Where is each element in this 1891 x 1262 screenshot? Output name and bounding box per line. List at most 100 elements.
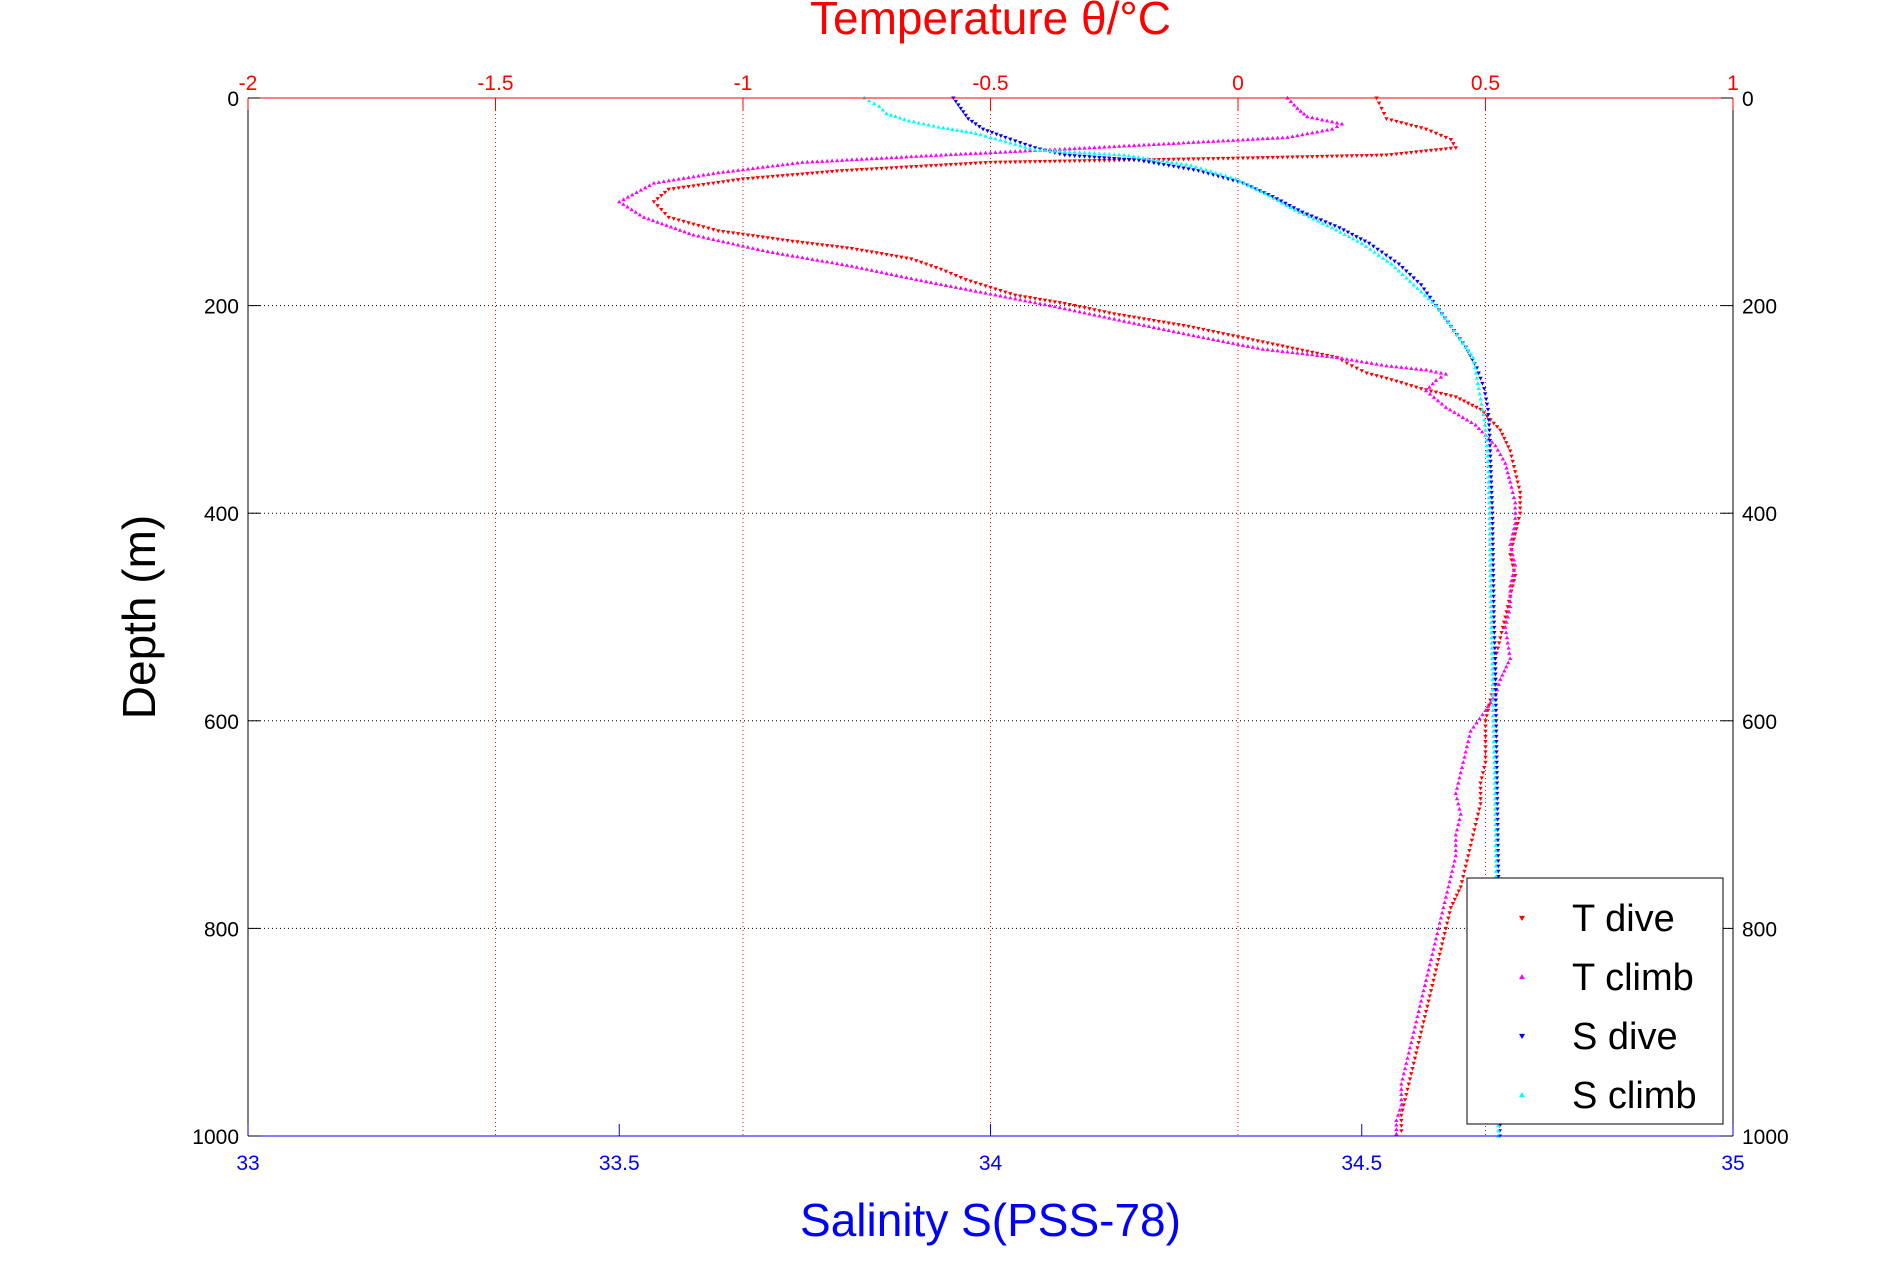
data-point xyxy=(1439,910,1445,915)
data-point xyxy=(1384,363,1389,368)
data-point xyxy=(1448,394,1454,398)
data-point xyxy=(795,172,800,177)
data-point xyxy=(1489,496,1495,500)
data-point xyxy=(1334,120,1340,125)
data-point xyxy=(1490,697,1496,702)
data-point xyxy=(1511,568,1517,572)
data-point xyxy=(1513,511,1518,515)
data-point xyxy=(1493,869,1499,873)
data-point xyxy=(1430,299,1435,304)
data-point xyxy=(921,121,926,126)
data-point xyxy=(1407,1077,1413,1082)
data-point xyxy=(978,150,983,155)
data-point xyxy=(1181,166,1186,171)
data-point xyxy=(968,130,974,135)
data-point xyxy=(998,149,1003,154)
data-point xyxy=(1491,421,1496,426)
data-point xyxy=(1409,123,1414,128)
depth-tick-label-right: 1000 xyxy=(1742,1126,1789,1149)
data-point xyxy=(1490,708,1496,712)
data-point xyxy=(730,241,736,246)
data-point xyxy=(1492,801,1498,806)
data-point xyxy=(1456,889,1461,894)
data-point xyxy=(1433,148,1439,153)
data-point xyxy=(1097,158,1102,163)
data-point xyxy=(1485,453,1490,458)
data-point xyxy=(1508,594,1513,598)
data-point xyxy=(844,246,850,251)
data-point xyxy=(691,174,696,179)
depth-tick-label-left: 1000 xyxy=(192,1126,239,1149)
data-point xyxy=(1415,286,1420,290)
data-point xyxy=(1225,333,1231,337)
chart-title: Temperature θ/°C xyxy=(810,0,1171,44)
data-point xyxy=(1077,305,1082,309)
data-point xyxy=(859,266,864,270)
data-point xyxy=(1225,340,1231,344)
data-point xyxy=(1072,146,1077,151)
data-point xyxy=(1077,159,1082,164)
data-point xyxy=(1465,401,1471,406)
data-point xyxy=(1495,807,1500,812)
data-point xyxy=(1490,527,1495,531)
data-point xyxy=(1174,161,1179,165)
data-point xyxy=(770,163,775,168)
data-point xyxy=(1421,287,1427,292)
data-point xyxy=(1508,553,1513,557)
data-point xyxy=(1425,1004,1430,1009)
data-point xyxy=(1062,146,1067,151)
data-point xyxy=(1260,346,1265,351)
data-point xyxy=(686,231,692,235)
data-point xyxy=(1319,117,1325,122)
data-point xyxy=(1394,119,1399,124)
data-point xyxy=(1186,140,1191,145)
data-point xyxy=(1191,325,1196,330)
data-point xyxy=(888,112,894,117)
data-point xyxy=(943,163,949,168)
data-point xyxy=(1057,159,1062,164)
data-point xyxy=(1509,536,1514,541)
data-point xyxy=(651,200,657,204)
data-point xyxy=(1494,776,1500,781)
data-point xyxy=(1501,620,1507,625)
data-point xyxy=(1315,116,1320,121)
data-point xyxy=(1057,301,1062,305)
data-point xyxy=(1472,828,1477,832)
data-point xyxy=(1008,137,1013,142)
data-point xyxy=(1423,149,1429,154)
data-point xyxy=(1394,1127,1399,1131)
data-point xyxy=(1191,157,1196,162)
data-point xyxy=(1491,599,1496,604)
data-point xyxy=(1216,156,1221,161)
data-point xyxy=(1270,348,1275,352)
data-point xyxy=(1107,152,1112,156)
data-point xyxy=(1416,1041,1421,1045)
data-point xyxy=(1245,156,1251,161)
data-point xyxy=(745,177,751,181)
data-point xyxy=(1362,239,1368,244)
data-point xyxy=(1493,682,1498,687)
data-point xyxy=(1062,301,1067,306)
data-point xyxy=(1496,1128,1501,1133)
data-point xyxy=(625,204,630,209)
data-point xyxy=(1211,157,1216,161)
data-point xyxy=(1454,332,1459,337)
data-point xyxy=(1511,526,1517,531)
data-point xyxy=(655,197,660,201)
data-point xyxy=(1052,300,1058,305)
data-point xyxy=(1465,739,1471,744)
data-point xyxy=(1329,126,1335,131)
data-point xyxy=(1047,148,1053,153)
data-point xyxy=(1399,1113,1404,1118)
data-point xyxy=(1494,745,1499,749)
data-point xyxy=(1492,631,1497,635)
data-point xyxy=(1399,121,1404,125)
data-point xyxy=(1376,252,1381,257)
data-point xyxy=(696,173,701,178)
data-point xyxy=(936,124,941,129)
data-point xyxy=(696,183,701,188)
data-point xyxy=(968,151,973,156)
data-point xyxy=(1490,537,1496,542)
data-point xyxy=(1496,682,1501,687)
data-point xyxy=(1488,594,1493,598)
